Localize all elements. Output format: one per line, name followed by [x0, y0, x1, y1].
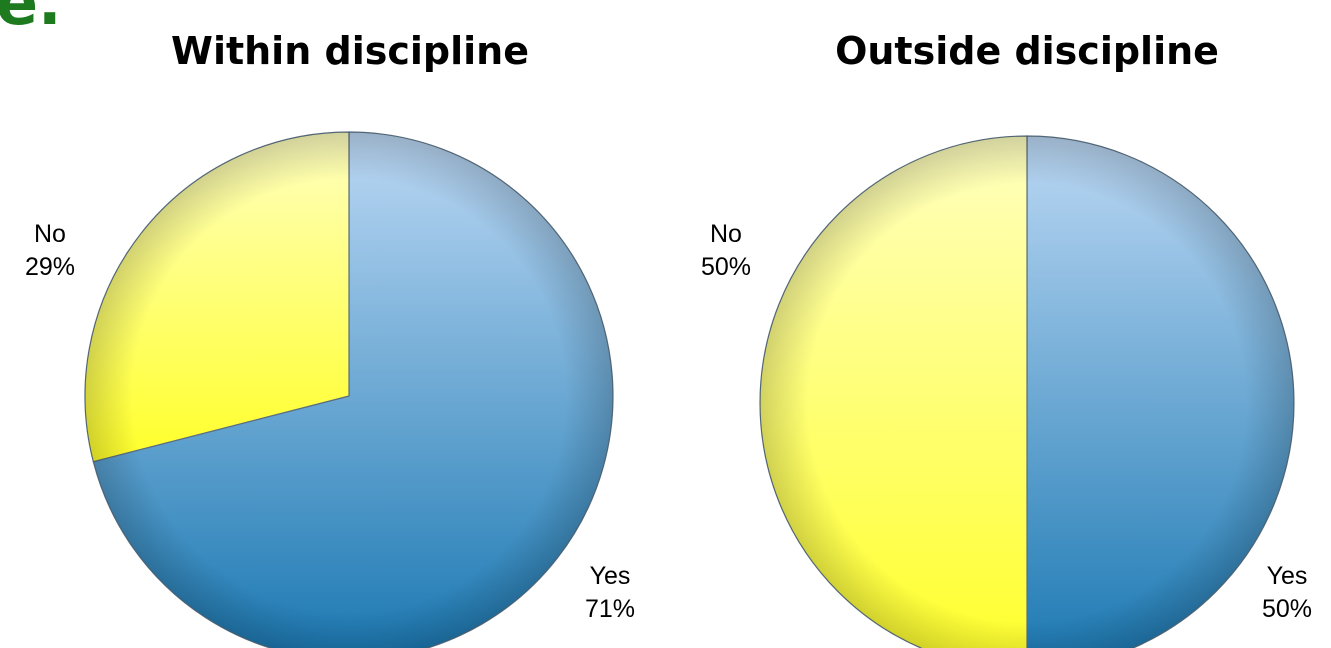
- label-outside-no: No 50%: [701, 218, 751, 283]
- label-within-no-name: No: [34, 220, 66, 248]
- label-within-no: No 29%: [25, 218, 75, 283]
- slide-title-fragment: e.: [0, 0, 62, 39]
- pie-outside-discipline: [759, 135, 1295, 648]
- label-within-no-value: 29%: [24, 252, 76, 281]
- label-outside-no-name: No: [710, 220, 742, 248]
- pie-bevel-shade: [85, 132, 613, 648]
- label-outside-no-value: 50%: [700, 252, 752, 281]
- label-outside-yes-name: Yes: [1266, 562, 1308, 590]
- label-within-yes-value: 71%: [584, 594, 636, 623]
- pie-within-discipline: [84, 131, 614, 648]
- pie-bevel-shade: [760, 136, 1294, 648]
- label-outside-yes-value: 50%: [1261, 594, 1313, 623]
- label-within-yes: Yes 71%: [585, 560, 635, 625]
- label-within-yes-name: Yes: [589, 562, 631, 590]
- label-outside-yes: Yes 50%: [1262, 560, 1312, 625]
- chart-title-within: Within discipline: [171, 29, 529, 73]
- chart-title-outside: Outside discipline: [835, 29, 1219, 73]
